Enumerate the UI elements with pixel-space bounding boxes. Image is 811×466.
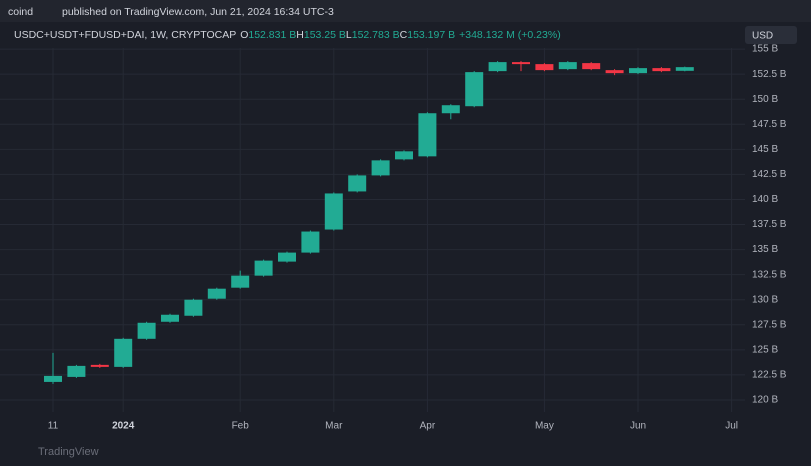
candle-body	[488, 62, 507, 72]
y-tick-label: 127.5 B	[752, 319, 787, 330]
y-tick-label: 125 B	[752, 344, 778, 355]
candle-body	[254, 260, 273, 276]
y-tick-label: 137.5 B	[752, 219, 787, 230]
legend-c-value: 153.197 B	[407, 29, 455, 41]
top-bar	[0, 0, 811, 22]
y-tick-label: 147.5 B	[752, 119, 787, 130]
y-tick-label: 142.5 B	[752, 169, 787, 180]
x-tick-label: May	[535, 421, 554, 432]
x-tick-label: Apr	[420, 421, 436, 432]
candle-body	[629, 68, 647, 74]
candle-body	[558, 62, 577, 70]
candle-body	[348, 175, 367, 192]
published: published on TradingView.com, Jun 21, 20…	[62, 6, 334, 18]
legend-o-value: 152.831 B	[248, 29, 296, 41]
y-tick-label: 120 B	[752, 395, 778, 406]
author: coind	[8, 6, 33, 18]
x-tick-label: Jun	[630, 421, 646, 432]
candle-body	[161, 314, 179, 322]
candle-body	[184, 299, 203, 316]
grid	[0, 48, 745, 412]
y-tick-label: 145 B	[752, 144, 778, 155]
candle-body	[231, 275, 250, 288]
candle-body	[535, 64, 554, 71]
y-tick-label: 130 B	[752, 294, 778, 305]
legend-line: USDC+USDT+FDUSD+DAI, 1W, CRYPTOCAP O152.8…	[14, 29, 561, 41]
candle-body	[395, 151, 413, 160]
candle-body	[465, 72, 484, 107]
candle-body	[278, 252, 296, 262]
candle-body	[582, 63, 601, 70]
x-tick-label: 11	[48, 421, 59, 432]
legend-o-label: O	[240, 29, 248, 41]
candle-body	[675, 67, 694, 71]
x-tick-label: 2024	[112, 421, 135, 432]
candle-body	[44, 375, 62, 382]
legend-symbol: USDC+USDT+FDUSD+DAI, 1W, CRYPTOCAP	[14, 29, 236, 41]
candle-body	[114, 338, 133, 367]
candle-body	[652, 68, 671, 72]
y-tick-label: 135 B	[752, 244, 778, 255]
currency: USD	[752, 31, 773, 42]
candle-body	[441, 105, 460, 114]
legend-c-label: C	[400, 29, 408, 41]
y-tick-label: 122.5 B	[752, 370, 787, 381]
legend-l-value: 152.783 B	[352, 29, 400, 41]
candle-body	[605, 70, 624, 74]
candle-body	[324, 193, 343, 230]
candle-body	[301, 231, 320, 253]
candle-body	[512, 62, 530, 65]
watermark: TradingView	[38, 446, 99, 458]
candle-body	[67, 365, 86, 377]
candle-body	[418, 113, 437, 157]
x-tick-label: Feb	[232, 421, 250, 432]
legend-h-label: H	[296, 29, 304, 41]
x-tick-label: Mar	[325, 421, 343, 432]
legend: USDC+USDT+FDUSD+DAI, 1W, CRYPTOCAP O152.8…	[14, 29, 561, 41]
candle-body	[137, 322, 156, 339]
legend-h-value: 153.25 B	[304, 29, 346, 41]
y-tick-label: 140 B	[752, 194, 778, 205]
y-tick-label: 152.5 B	[752, 69, 787, 80]
y-tick-label: 132.5 B	[752, 269, 787, 280]
y-tick-label: 155 B	[752, 44, 778, 55]
candle-body	[207, 288, 226, 299]
legend-change: +348.132 M (+0.23%)	[459, 29, 561, 41]
x-tick-label: Jul	[725, 421, 738, 432]
candle-body	[371, 160, 390, 176]
candle-body	[90, 364, 109, 367]
y-tick-label: 150 B	[752, 94, 778, 105]
currency-box	[745, 26, 797, 44]
legend-l-label: L	[346, 29, 352, 41]
